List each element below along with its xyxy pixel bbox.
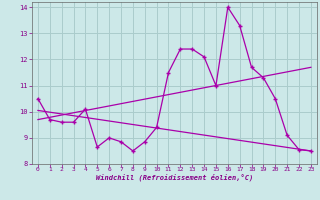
X-axis label: Windchill (Refroidissement éolien,°C): Windchill (Refroidissement éolien,°C) — [96, 173, 253, 181]
